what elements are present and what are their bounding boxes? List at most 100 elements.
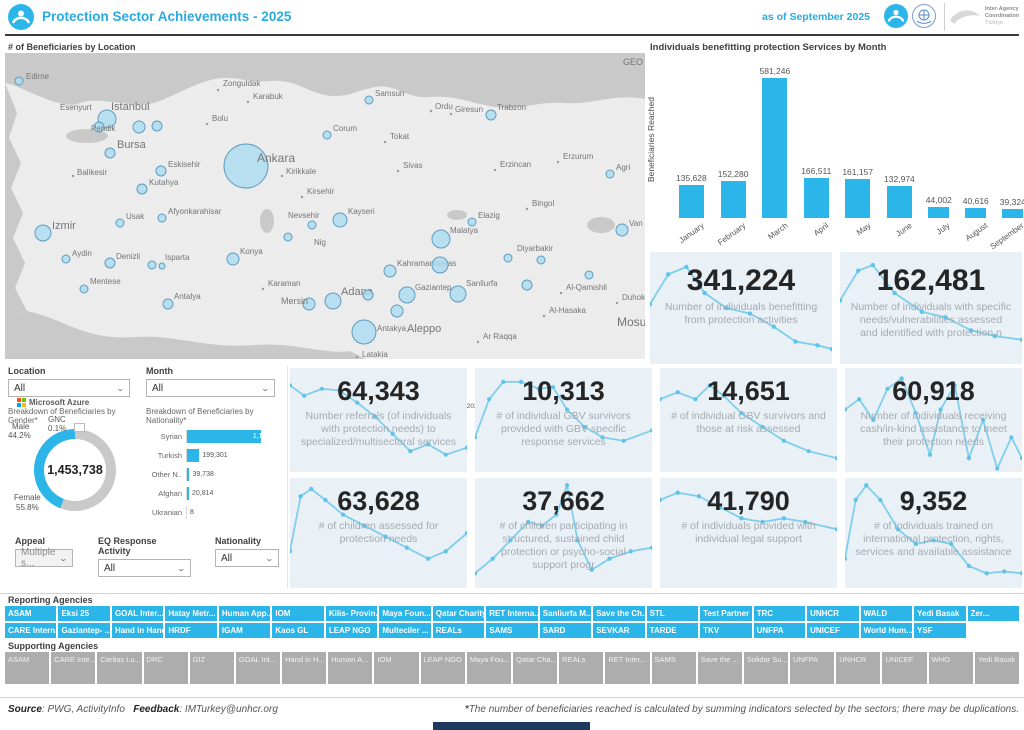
reporting-agency-cell[interactable]: UNHCR [807,606,859,621]
map-bubble-eskisehir[interactable] [155,165,167,177]
supporting-agency-cell[interactable]: WHO [928,652,973,684]
month-bar[interactable] [720,181,746,218]
supporting-agency-cell[interactable]: Maya Fou... [466,652,511,684]
reporting-agency-cell[interactable]: Sanliurfa M... [539,606,592,621]
location-filter-dropdown[interactable]: All ⌄ [8,379,130,397]
map-bubble-aydin[interactable] [61,254,71,264]
map-bubble[interactable] [390,304,404,318]
reporting-agency-cell[interactable]: World Hum... [860,623,913,638]
reporting-agency-cell[interactable]: STL [646,606,699,621]
reporting-agency-cell[interactable]: Save the Ch... [593,606,645,621]
reporting-agency-cell[interactable]: Maya Foun... [379,606,431,621]
supporting-agency-cell[interactable]: Solidar Su... [743,652,789,684]
reporting-agency-cell[interactable]: Hatay Metr... [165,606,217,621]
map-bubble-ankara[interactable] [223,143,269,189]
supporting-agency-cell[interactable]: GOAL Int... [235,652,281,684]
kpi-card[interactable]: 14,651 # of individual GBV survivors and … [660,368,837,472]
supporting-agency-cell[interactable]: LEAP NGO [420,652,465,684]
reporting-agency-cell[interactable]: HRDF [165,623,217,638]
map-bubble[interactable] [132,120,146,134]
supporting-agency-cell[interactable]: Yedi Basak [974,652,1019,684]
map-bubble-elazig[interactable] [467,217,477,227]
map-bubble-kutahya[interactable] [136,183,148,195]
supporting-agency-cell[interactable]: SAMS [651,652,696,684]
month-bar[interactable] [886,185,912,218]
reporting-agency-cell[interactable]: Kilis- Provin... [325,606,378,621]
map-bubble-afyonkarahisar[interactable] [157,213,167,223]
kpi-card[interactable]: 37,662 # of children participating in str… [475,478,652,588]
map-bubble[interactable] [431,256,449,274]
kpi-card[interactable]: 63,628 # of children assessed for protect… [290,478,467,588]
beneficiaries-map[interactable]: Edirne Esenyurt Istanbul Pendik Bursa Balikes… [5,53,645,410]
supporting-agency-cell[interactable]: RET Inter... [605,652,650,684]
supporting-agency-cell[interactable]: Caritas Lu... [97,652,142,684]
reporting-agency-cell[interactable]: CARE Intern... [5,623,57,638]
map-bubble[interactable] [521,279,533,291]
supporting-agency-cell[interactable]: Human A... [328,652,373,684]
supporting-agency-cell[interactable]: UNFPA [790,652,835,684]
reporting-agency-cell[interactable]: TARDE [646,623,699,638]
reporting-agency-cell[interactable]: LEAP NGO [325,623,378,638]
map-bubble-gaziantep[interactable] [398,286,416,304]
kpi-card[interactable]: 9,352 # of individuals trained on interna… [845,478,1022,588]
reporting-agency-cell[interactable]: Yedi Basak [914,606,966,621]
map-bubble-kayseri[interactable] [332,212,348,228]
reporting-agency-cell[interactable]: REALs [432,623,485,638]
reporting-agency-cell[interactable]: SARD [539,623,592,638]
nationality-bar[interactable] [187,468,190,481]
kpi-card[interactable]: 60,918 Number of individuals receiving ca… [845,368,1022,472]
kpi-card[interactable]: 341,224 Number of individuals benefitting… [650,252,832,364]
supporting-agency-cell[interactable]: Qatar Cha... [513,652,558,684]
appeal-filter-dropdown[interactable]: Multiple s... ⌄ [15,547,73,569]
nationality-bar[interactable] [187,487,189,500]
supporting-agency-cell[interactable]: DRC [143,652,188,684]
map-bubble[interactable] [362,289,374,301]
kpi-card[interactable]: 41,790 # of individuals provided with ind… [660,478,837,588]
map-bubble-nevsehir[interactable] [307,220,317,230]
reporting-agency-cell[interactable]: Multeciler ... [379,623,431,638]
reporting-agency-cell[interactable]: Gaziantep- ... [58,623,110,638]
map-bubble-edirne[interactable] [14,76,24,86]
map-bubble-samsun[interactable] [364,95,374,105]
supporting-agency-cell[interactable]: UNHCR [836,652,881,684]
map-bubble-malatya[interactable] [431,229,451,249]
reporting-agency-cell[interactable]: UNFPA [753,623,806,638]
month-bar[interactable] [803,177,829,218]
supporting-agency-cell[interactable]: CARE Inte... [51,652,96,684]
map-bubble-adana[interactable] [324,292,342,310]
map-bubble[interactable] [536,255,546,265]
map-bubble-usak[interactable] [115,218,125,228]
map-bubble-bursa[interactable] [104,147,116,159]
reporting-agency-cell[interactable]: SAMS [486,623,538,638]
reporting-agency-cell[interactable]: WALD [860,606,913,621]
map-bubble[interactable] [283,232,293,242]
map-bubble-diyarbakir[interactable] [503,253,513,263]
month-bar[interactable] [928,207,950,218]
map-bubble-pendik[interactable] [93,121,105,133]
month-bar[interactable] [1002,208,1024,218]
map-bubble-konya[interactable] [226,252,240,266]
month-bar[interactable] [845,179,871,218]
reporting-agency-cell[interactable]: TKV [700,623,752,638]
map-bubble-antalya[interactable] [162,298,174,310]
supporting-agency-cell[interactable]: GIZ [189,652,234,684]
reporting-agency-cell[interactable]: TRC [753,606,806,621]
kpi-card[interactable]: 10,313 # of individual GBV survivors prov… [475,368,652,472]
reporting-agency-cell[interactable]: Human App... [218,606,271,621]
month-bar[interactable] [762,78,788,218]
reporting-agency-cell[interactable]: Eksi 25 [58,606,110,621]
feedback-email[interactable]: : IMTurkey@unhcr.org [179,704,278,715]
map-bubble-kahramanmaras[interactable] [383,264,397,278]
supporting-agency-cell[interactable]: IOM [374,652,419,684]
kpi-card[interactable]: 162,481 Number of individuals with specif… [840,252,1022,364]
map-bubble-sanliurfa[interactable] [449,285,467,303]
reporting-agency-cell[interactable]: SEVKAR [593,623,645,638]
supporting-agency-cell[interactable]: Hand in H... [282,652,327,684]
supporting-agency-cell[interactable]: Save the ... [697,652,742,684]
reporting-agency-cell[interactable]: IGAM [218,623,271,638]
reporting-agency-cell[interactable]: ASAM [5,606,57,621]
map-bubble-isparta[interactable] [147,260,157,270]
supporting-agency-cell[interactable]: UNICEF [882,652,927,684]
nationality-bar[interactable] [187,430,261,443]
